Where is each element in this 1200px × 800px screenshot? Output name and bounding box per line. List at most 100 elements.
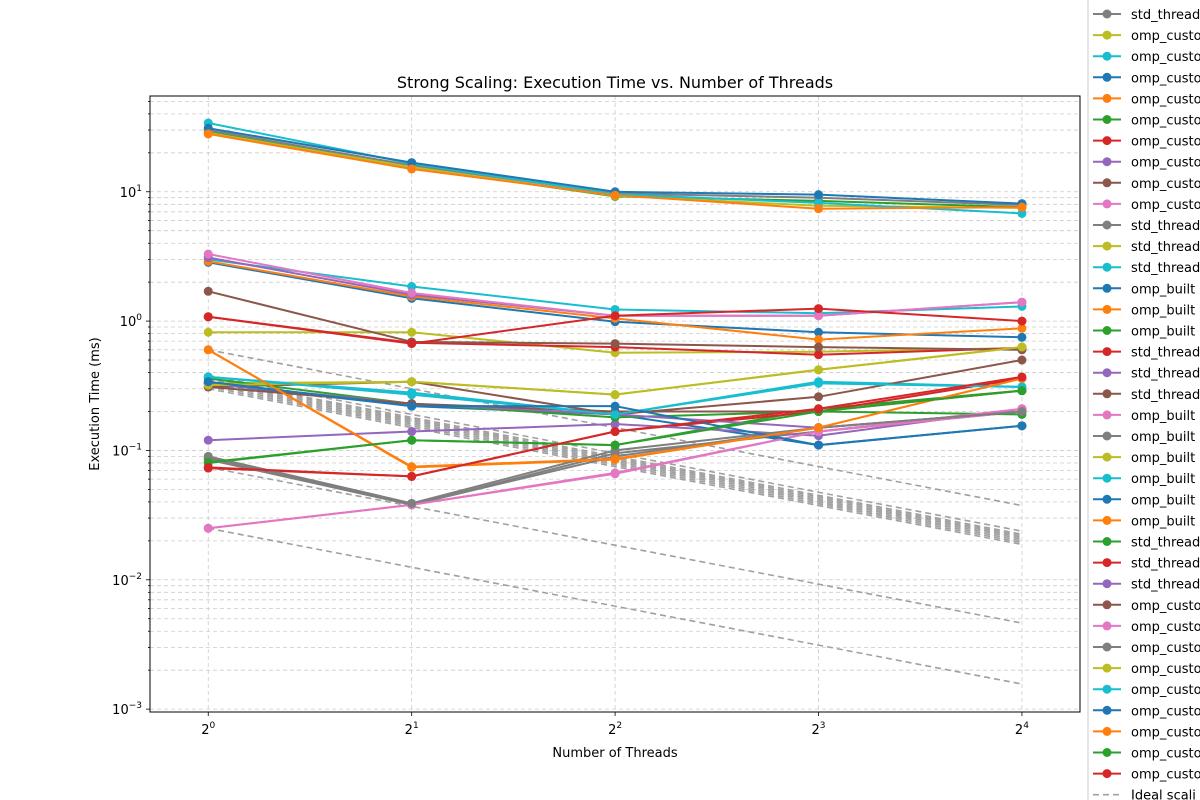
data-point xyxy=(610,469,620,479)
legend-label: omp_built xyxy=(1131,430,1195,445)
legend-label: omp_custo xyxy=(1131,599,1200,614)
data-point xyxy=(407,158,417,168)
x-axis-label: Number of Threads xyxy=(552,746,677,761)
legend-marker xyxy=(1102,494,1112,504)
data-point xyxy=(814,311,824,321)
legend-marker xyxy=(1102,769,1112,779)
data-point xyxy=(1017,332,1027,342)
y-axis-label: Execution Time (ms) xyxy=(88,337,103,470)
data-point xyxy=(407,498,417,508)
data-point xyxy=(610,339,620,349)
data-point xyxy=(610,427,620,437)
data-point xyxy=(407,462,417,472)
data-point xyxy=(407,288,417,298)
data-point xyxy=(1017,372,1027,382)
legend-label: std_thread xyxy=(1131,367,1200,382)
data-point xyxy=(814,335,824,345)
legend-marker xyxy=(1102,410,1112,420)
data-point xyxy=(1017,323,1027,333)
legend-marker xyxy=(1102,178,1112,188)
legend-label: omp_custo xyxy=(1131,641,1200,656)
y-tick-label: 101 xyxy=(120,184,142,201)
data-point xyxy=(407,435,417,445)
legend-marker xyxy=(1102,748,1112,757)
legend-label: omp_built xyxy=(1131,303,1195,318)
legend-label: omp_custo xyxy=(1131,29,1200,44)
legend-label: omp_custo xyxy=(1131,704,1200,719)
data-point xyxy=(814,190,824,200)
data-point xyxy=(407,390,417,400)
data-point xyxy=(610,304,620,314)
data-point xyxy=(610,401,620,411)
x-tick-label: 20 xyxy=(201,721,215,738)
chart-title: Strong Scaling: Execution Time vs. Numbe… xyxy=(397,73,833,92)
data-point xyxy=(407,164,417,174)
legend-marker xyxy=(1102,51,1112,61)
data-point xyxy=(814,378,824,388)
legend-label: omp_built xyxy=(1131,514,1195,529)
legend-label: std_thread xyxy=(1131,578,1200,593)
legend-marker xyxy=(1102,515,1112,525)
legend-label: omp_custo xyxy=(1131,92,1200,107)
legend-marker xyxy=(1102,473,1112,483)
legend-label: omp_built xyxy=(1131,409,1195,424)
y-tick-label: 10−1 xyxy=(112,442,142,459)
ideal-scaling-line xyxy=(208,386,1023,544)
legend-label: omp_custo xyxy=(1131,135,1200,150)
legend-marker xyxy=(1102,347,1112,357)
data-point xyxy=(203,523,213,533)
legend-marker xyxy=(1102,136,1112,146)
legend-label: std_thread xyxy=(1131,388,1200,403)
legend-label: omp_built xyxy=(1131,493,1195,508)
data-point xyxy=(203,462,213,472)
legend-marker xyxy=(1102,72,1112,82)
legend-label: omp_custo xyxy=(1131,198,1200,213)
legend-marker xyxy=(1102,558,1112,568)
legend-label: omp_custo xyxy=(1131,662,1200,677)
data-point xyxy=(1017,407,1027,417)
data-point xyxy=(610,311,620,321)
legend-label: std_thread xyxy=(1131,346,1200,361)
legend-marker xyxy=(1102,579,1112,589)
legend-label: omp_custo xyxy=(1131,114,1200,129)
legend-marker xyxy=(1102,368,1112,378)
legend-label: std_thread xyxy=(1131,8,1200,23)
legend-marker xyxy=(1102,241,1112,251)
data-point xyxy=(203,249,213,259)
data-point xyxy=(203,327,213,337)
legend-label: omp_built xyxy=(1131,282,1195,297)
data-point xyxy=(203,286,213,296)
legend-label: omp_custo xyxy=(1131,725,1200,740)
legend-label: omp_built xyxy=(1131,451,1195,466)
legend-label: omp_custo xyxy=(1131,177,1200,192)
legend-marker xyxy=(1102,705,1112,715)
legend-marker xyxy=(1102,262,1112,272)
data-point xyxy=(814,440,824,450)
legend-marker xyxy=(1102,452,1112,462)
data-point xyxy=(814,365,824,375)
data-point xyxy=(407,282,417,292)
legend-label: omp_custo xyxy=(1131,50,1200,65)
legend-marker xyxy=(1102,304,1112,314)
legend-label: omp_custo xyxy=(1131,768,1200,783)
x-tick-label: 24 xyxy=(1015,721,1029,738)
ideal-scaling-line xyxy=(208,466,1023,624)
x-tick-label: 23 xyxy=(812,721,826,738)
data-point xyxy=(610,419,620,429)
legend-marker xyxy=(1102,600,1112,610)
legend-label: omp_custo xyxy=(1131,71,1200,86)
data-point xyxy=(610,409,620,419)
data-point xyxy=(610,390,620,400)
data-point xyxy=(407,339,417,349)
legend-label: omp_custo xyxy=(1131,747,1200,762)
data-point xyxy=(1017,421,1027,431)
data-point xyxy=(407,427,417,437)
data-point xyxy=(203,312,213,322)
data-point xyxy=(1017,297,1027,307)
data-point xyxy=(1017,355,1027,365)
legend-label: std_thread xyxy=(1131,240,1200,255)
legend-marker xyxy=(1102,157,1112,167)
data-point xyxy=(1017,316,1027,326)
data-point xyxy=(814,423,824,433)
data-point xyxy=(610,440,620,450)
